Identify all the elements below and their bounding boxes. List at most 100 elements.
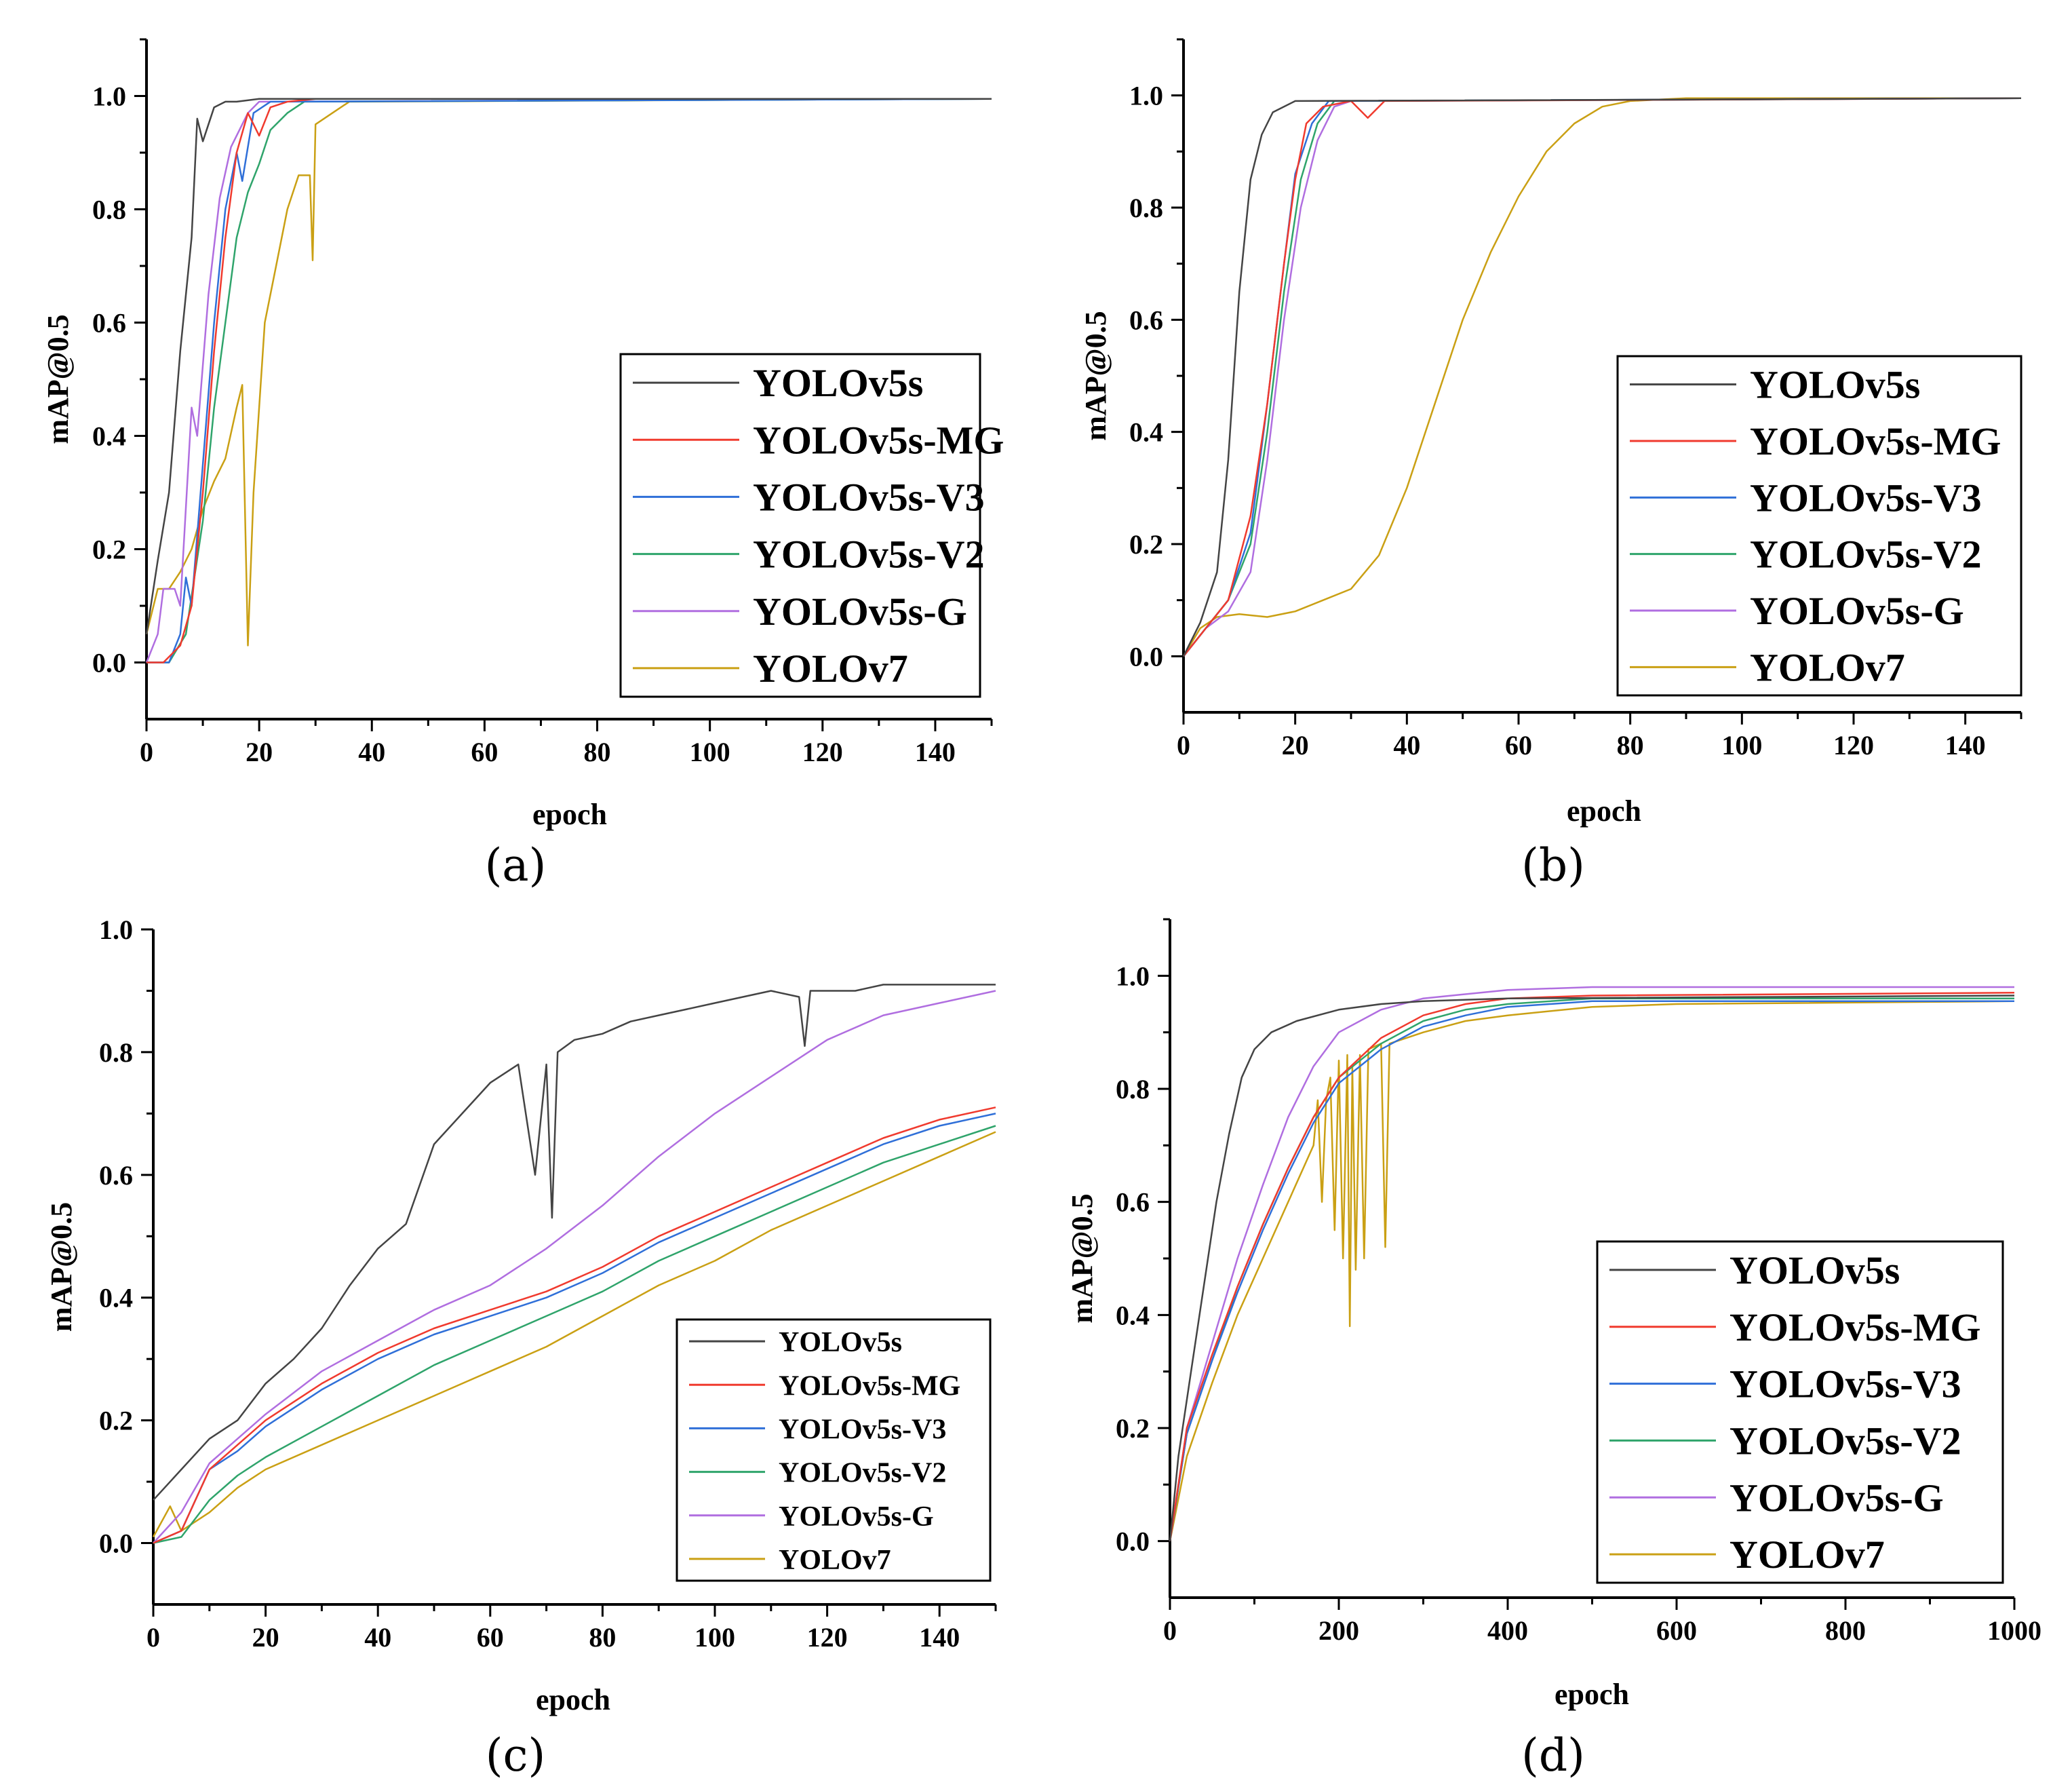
legend-label: YOLOv5s-V2: [1729, 1419, 1961, 1463]
x-tick-label: 40: [1393, 730, 1420, 760]
y-tick-label: 0.4: [1129, 417, 1163, 448]
series-line-yolov7: [145, 98, 992, 647]
series-line-yolov5s: [1169, 995, 2015, 1541]
series-line-yolov5s-g: [1169, 986, 2014, 1541]
x-tick-label: 40: [358, 737, 385, 767]
y-tick-label: 0.4: [92, 421, 126, 452]
x-tick-label: 20: [246, 737, 273, 767]
y-tick-label: 0.6: [1129, 305, 1163, 335]
y-tick-label: 0.0: [99, 1528, 133, 1559]
x-tick-label: 60: [477, 1622, 504, 1653]
legend-label: YOLOv5s-V3: [1729, 1362, 1961, 1406]
legend-box: [1616, 355, 2022, 697]
y-tick-label: 0.0: [1129, 641, 1163, 672]
panel-label: (c): [486, 1729, 545, 1782]
y-tick-label: 0.8: [99, 1037, 133, 1068]
y-axis-label: mAP@0.5: [41, 314, 75, 444]
x-tick-label: 60: [471, 737, 498, 767]
chart-panel-1: 0 20 40 60 80 100 120 140 0.0 0.2 0.4 0.6 0.8 1.0 epoc…: [41, 38, 1004, 891]
series-line-yolov5s-v3: [146, 98, 992, 663]
y-tick-label: 0.0: [1116, 1526, 1150, 1557]
x-tick-label: 400: [1487, 1615, 1528, 1646]
legend-box: [619, 353, 981, 698]
legend-label: YOLOv7: [779, 1545, 891, 1576]
legend-label: YOLOv5s: [1729, 1248, 1900, 1292]
legend-label: YOLOv5s: [779, 1327, 902, 1358]
legend-label: YOLOv7: [1729, 1533, 1885, 1577]
y-tick-label: 1.0: [1129, 81, 1163, 111]
y-tick-label: 0.0: [92, 648, 126, 678]
x-tick-label: 20: [1282, 730, 1309, 760]
x-tick-label: 140: [919, 1622, 960, 1653]
series-line-yolov5s: [145, 98, 992, 634]
y-tick-label: 0.2: [1129, 529, 1163, 560]
y-tick-label: 0.4: [99, 1283, 133, 1313]
x-tick-label: 80: [589, 1622, 616, 1653]
x-tick-label: 120: [1833, 730, 1874, 760]
y-axis-label: mAP@0.5: [1066, 1193, 1099, 1323]
y-tick-label: 0.2: [92, 535, 126, 565]
y-tick-label: 0.2: [1116, 1413, 1150, 1444]
legend: YOLOv5s YOLOv5s-MG YOLOv5s-V3 YOLOv5s-V2 YOL…: [1616, 355, 2022, 697]
x-axis-label: epoch: [536, 1683, 610, 1716]
legend-label: YOLOv5s-V2: [753, 533, 985, 577]
x-tick-label: 200: [1318, 1615, 1359, 1646]
x-tick-label: 20: [252, 1622, 279, 1653]
x-axis-label: epoch: [532, 798, 607, 831]
legend-label: YOLOv5s-G: [779, 1501, 934, 1533]
series-line-yolov5s-g: [1183, 97, 2022, 657]
y-tick-label: 0.6: [1116, 1187, 1150, 1218]
x-tick-label: 120: [807, 1622, 848, 1653]
y-tick-label: 0.4: [1116, 1300, 1150, 1330]
legend-label: YOLOv5s-V2: [779, 1458, 946, 1489]
y-tick-label: 0.2: [99, 1406, 133, 1436]
legend-box: [1596, 1240, 2004, 1584]
legend-label: YOLOv5s: [1750, 363, 1920, 407]
y-axis-label: mAP@0.5: [45, 1202, 78, 1332]
legend-label: YOLOv7: [1750, 645, 1905, 689]
y-tick-label: 1.0: [92, 81, 126, 112]
legend-label: YOLOv7: [753, 647, 908, 691]
x-axis-label: epoch: [1555, 1678, 1629, 1711]
series-line-yolov5s-v2: [153, 1125, 996, 1544]
legend-label: YOLOv5s-G: [1750, 589, 1964, 633]
x-axis-label: epoch: [1567, 794, 1641, 828]
x-tick-label: 0: [146, 1622, 160, 1653]
series-line-yolov5s-mg: [146, 98, 992, 663]
series-line-yolov5s-g: [153, 990, 996, 1544]
x-tick-label: 40: [364, 1622, 391, 1653]
x-tick-label: 0: [1177, 730, 1190, 760]
chart-panel-2: 0 20 40 60 80 100 120 140 0.0 0.2 0.4 0.6 0.8 1.0 epoc…: [1079, 38, 2022, 891]
panel-label: (d): [1521, 1729, 1585, 1782]
legend-label: YOLOv5s-MG: [1750, 419, 2001, 463]
legend-label: YOLOv5s-MG: [1729, 1305, 1981, 1349]
legend: YOLOv5s YOLOv5s-MG YOLOv5s-V3 YOLOv5s-V2 YOL…: [619, 353, 1004, 698]
chart-panel-4: 0 200 400 600 800 1000 0.0 0.2 0.4 0.6 0.8 1.0 epoch…: [1066, 918, 2041, 1782]
y-tick-label: 1.0: [99, 914, 133, 945]
x-tick-label: 100: [690, 737, 730, 767]
legend-label: YOLOv5s-MG: [753, 418, 1004, 462]
legend-label: YOLOv5s-MG: [779, 1370, 960, 1402]
x-tick-label: 0: [140, 737, 153, 767]
x-tick-label: 80: [1617, 730, 1644, 760]
x-tick-label: 100: [1721, 730, 1762, 760]
y-tick-label: 0.8: [1129, 193, 1163, 223]
x-tick-label: 120: [802, 737, 843, 767]
legend-label: YOLOv5s-V3: [753, 475, 985, 519]
series-line-yolov5s-mg: [153, 1106, 996, 1544]
x-tick-label: 600: [1656, 1615, 1697, 1646]
panel-label: (b): [1521, 839, 1585, 891]
legend-label: YOLOv5s-G: [753, 590, 967, 634]
series-line-yolov5s-mg: [1183, 97, 2022, 657]
y-tick-label: 0.8: [92, 195, 126, 225]
legend-label: YOLOv5s: [753, 361, 923, 405]
legend: YOLOv5s YOLOv5s-MG YOLOv5s-V3 YOLOv5s-V2 YOL…: [676, 1318, 992, 1582]
legend-label: YOLOv5s-V3: [779, 1414, 946, 1445]
y-tick-label: 0.6: [99, 1160, 133, 1191]
y-tick-label: 1.0: [1116, 961, 1150, 991]
chart-panel-3: 0 20 40 60 80 100 120 140 0.0 0.2 0.4 0.6 0.8 1.0 epoc…: [45, 914, 997, 1782]
legend-label: YOLOv5s-V3: [1750, 476, 1982, 520]
y-axis-label: mAP@0.5: [1079, 311, 1112, 440]
x-tick-label: 60: [1505, 730, 1532, 760]
